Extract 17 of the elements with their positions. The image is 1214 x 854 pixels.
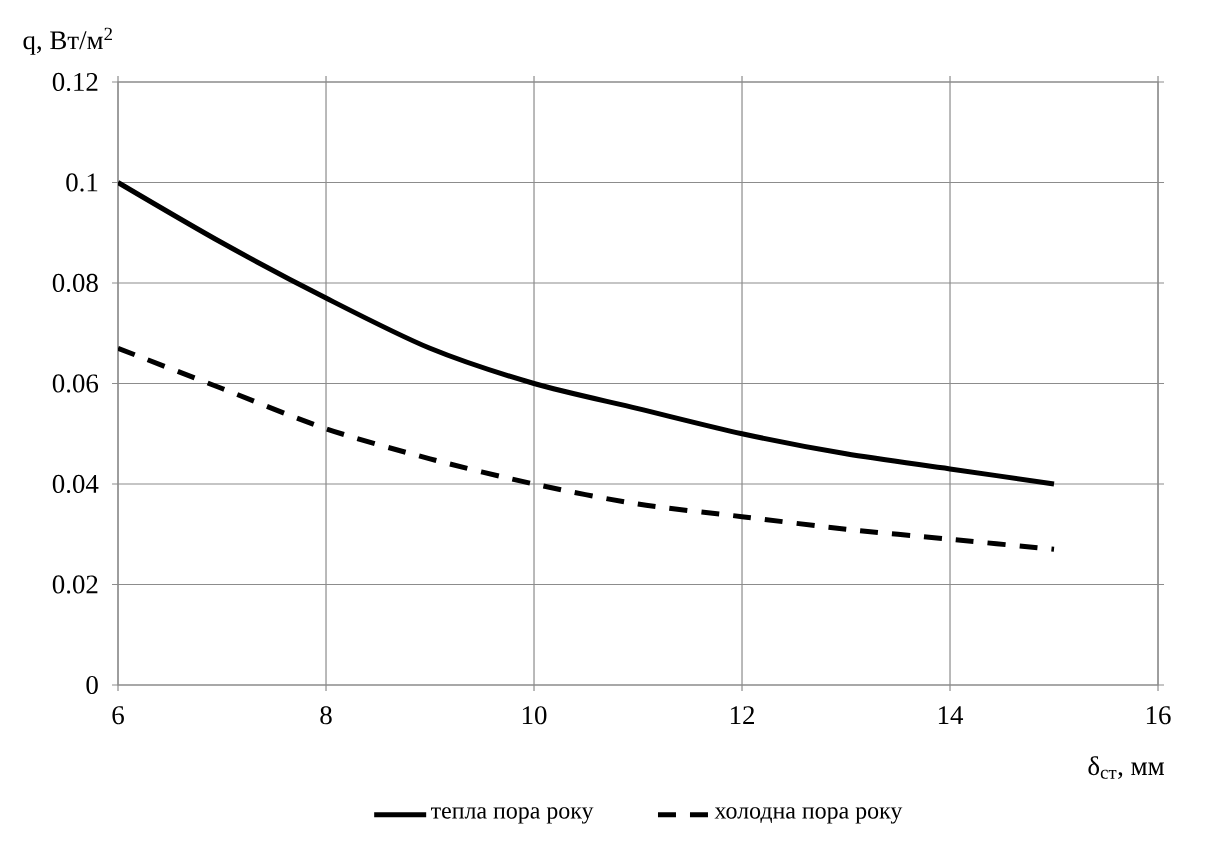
x-tick-label: 12 bbox=[730, 706, 754, 724]
x-tick-label: 10 bbox=[522, 706, 547, 725]
y-tick-label: 0.06 bbox=[52, 374, 99, 393]
y-tick-label: 0.08 bbox=[52, 273, 98, 293]
y-tick-label: 0.02 bbox=[52, 575, 98, 594]
y-tick-label: 0.12 bbox=[52, 72, 98, 92]
y-tick-label: 0.1 bbox=[66, 173, 98, 192]
legend-label: тепла пора року bbox=[431, 807, 594, 824]
x-tick-label: 6 bbox=[112, 706, 124, 725]
x-tick-label: 14 bbox=[938, 706, 964, 724]
x-tick-label: 16 bbox=[1146, 706, 1171, 725]
y-axis-title: q, Вт/м$^{2}$ bbox=[23, 27, 112, 55]
x-axis-title: δ$_{ст}$, мм bbox=[1088, 756, 1165, 780]
legend-label: холодна пора року bbox=[714, 807, 903, 824]
y-tick-label: 0 bbox=[86, 675, 98, 695]
x-tick-label: 8 bbox=[320, 706, 332, 725]
y-tick-label: 0.04 bbox=[52, 474, 99, 494]
